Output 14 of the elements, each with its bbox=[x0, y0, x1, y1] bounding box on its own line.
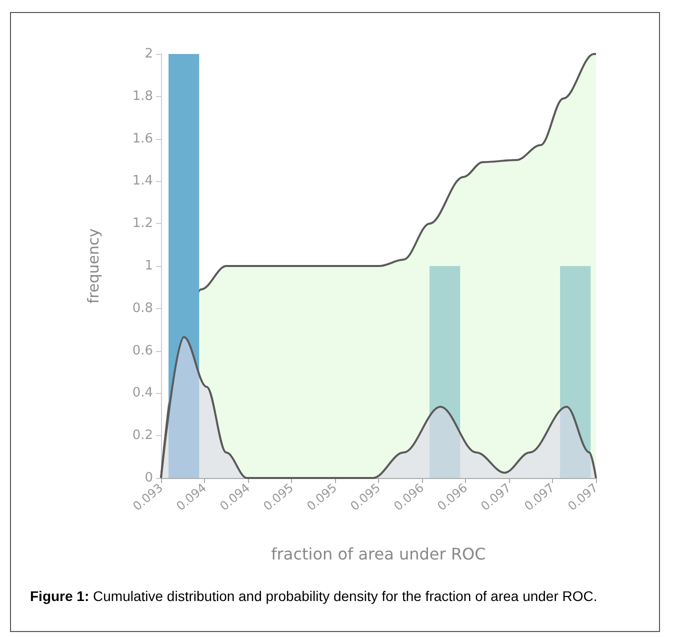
y-tick-label: 0.2 bbox=[132, 428, 153, 444]
y-tick-label: 0.6 bbox=[132, 343, 153, 358]
y-tick-label: 0.4 bbox=[132, 386, 153, 401]
y-tick-label: 1.8 bbox=[132, 88, 153, 104]
x-axis-title: fraction of area under ROC bbox=[271, 544, 486, 564]
caption: Figure 1: Cumulative distribution and probability density for the fraction of area under ROC. bbox=[30, 588, 598, 604]
y-tick-label: 0.8 bbox=[132, 300, 153, 316]
y-tick-label: 1.2 bbox=[132, 216, 153, 232]
y-tick-label: 2 bbox=[144, 46, 153, 62]
y-tick-label: 0 bbox=[144, 470, 153, 486]
y-tick-label: 1.6 bbox=[132, 131, 153, 146]
y-tick-label: 1.4 bbox=[132, 174, 153, 189]
y-axis-title: frequency bbox=[84, 228, 102, 304]
y-tick-label: 1 bbox=[144, 258, 153, 274]
